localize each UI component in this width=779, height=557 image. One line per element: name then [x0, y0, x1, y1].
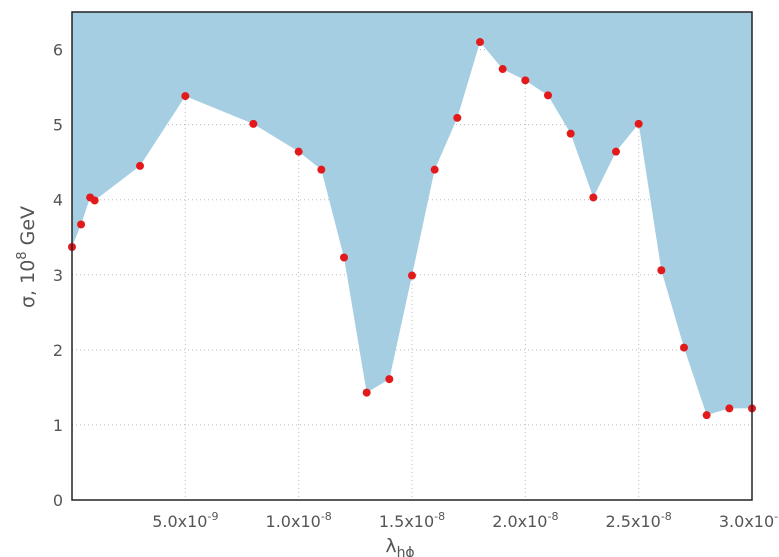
data-point	[612, 147, 620, 156]
data-point	[408, 271, 416, 280]
data-point	[362, 388, 371, 397]
x-tick-mantissa: 1.5x10	[379, 512, 434, 531]
y-tick-label: 4	[53, 191, 63, 210]
x-tick-exponent: -8	[547, 510, 558, 523]
x-tick-mantissa: 3.0x10	[719, 512, 774, 531]
y-tick-labels: 0 1 2 3 4 5 6	[53, 41, 63, 510]
data-point	[725, 404, 734, 413]
data-point	[294, 147, 303, 156]
x-tick-label: 1.5x10-8	[379, 510, 445, 531]
x-axis-label: λhϕ	[385, 535, 414, 557]
x-axis-label-main: λ	[385, 535, 396, 557]
y-tick-label: 2	[53, 341, 63, 360]
data-point	[566, 129, 575, 138]
data-point	[498, 65, 507, 74]
data-point	[589, 193, 598, 202]
data-point	[430, 165, 439, 174]
x-axis-label-sub: hϕ	[397, 545, 415, 557]
x-tick-label: 1.0x10-8	[266, 510, 332, 531]
data-point	[680, 343, 688, 352]
data-point	[453, 113, 462, 122]
plot-frame	[71, 11, 753, 501]
y-tick-label: 0	[53, 491, 63, 510]
x-tick-label: 5.0x10-9	[152, 510, 218, 531]
y-tick-label: 6	[53, 41, 63, 60]
data-point	[136, 161, 144, 170]
data-point	[385, 375, 394, 384]
data-point	[657, 266, 666, 275]
data-point	[702, 411, 711, 420]
data-point	[544, 91, 552, 100]
data-point	[90, 196, 99, 205]
data-point	[249, 119, 258, 128]
x-tick-exponent: -9	[207, 510, 218, 523]
x-tick-exponent: -8	[321, 510, 332, 523]
x-tick-exponent: -8	[661, 510, 672, 523]
y-axis-label-sup: 8	[15, 251, 30, 259]
y-tick-label: 3	[53, 266, 63, 285]
x-tick-mantissa: 2.5x10	[606, 512, 661, 531]
y-axis-label: σ, 108 GeV	[15, 206, 39, 308]
data-point	[521, 76, 530, 85]
x-tick-labels: 5.0x10-9 1.0x10-8 1.5x10-8 2.0x10-8 2.5x10-8…	[152, 510, 779, 531]
data-point	[317, 165, 326, 174]
y-axis-label-main: σ, 10	[17, 260, 39, 308]
data-point	[340, 253, 348, 262]
data-point	[476, 38, 484, 47]
filled-region	[72, 12, 752, 416]
data-points	[68, 38, 756, 420]
x-tick-mantissa: 2.0x10	[492, 512, 547, 531]
data-point	[181, 92, 190, 101]
x-tick-label: 2.0x10-8	[492, 510, 558, 531]
x-tick-mantissa: 5.0x10	[152, 512, 207, 531]
y-tick-label: 1	[53, 416, 63, 435]
y-axis-label-unit: GeV	[17, 206, 39, 251]
x-tick-mantissa: 1.0x10	[266, 512, 321, 531]
x-tick-exponent: -8	[774, 510, 779, 523]
x-tick-exponent: -8	[434, 510, 445, 523]
x-tick-label: 2.5x10-8	[606, 510, 672, 531]
x-tick-label: 3.0x10-8	[719, 510, 779, 531]
y-tick-label: 5	[53, 116, 63, 135]
data-point	[634, 119, 643, 128]
data-point	[77, 220, 86, 229]
